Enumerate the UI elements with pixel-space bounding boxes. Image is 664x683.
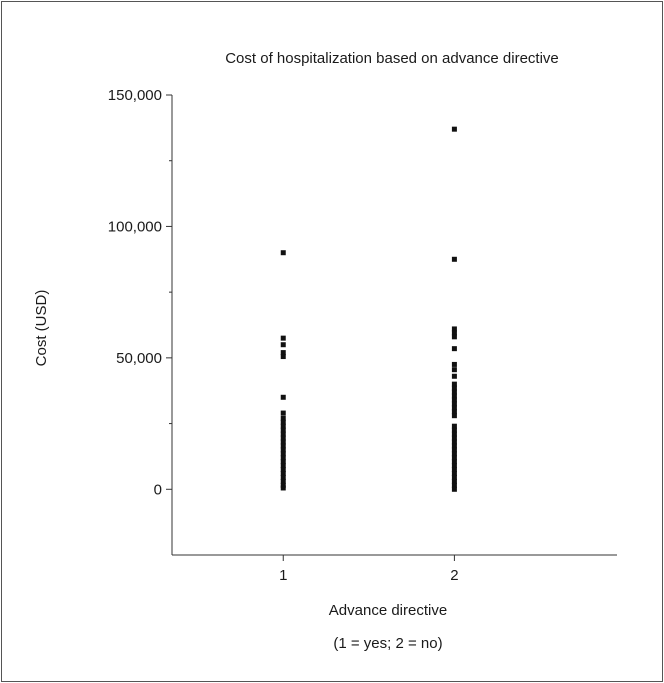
y-axis-label: Cost (USD) (33, 290, 50, 367)
data-point (451, 471, 457, 477)
data-point (451, 330, 457, 336)
x-axis-label: Advance directive (329, 602, 447, 619)
data-point (280, 427, 286, 433)
data-point (451, 401, 457, 407)
data-point (451, 435, 457, 441)
data-point (280, 410, 286, 416)
data-points (280, 126, 457, 492)
data-point (280, 459, 286, 465)
data-point (451, 367, 457, 373)
data-point (280, 431, 286, 437)
data-point (280, 435, 286, 441)
data-point (451, 389, 457, 395)
data-point (280, 482, 286, 488)
data-point (451, 427, 457, 433)
data-point (451, 478, 457, 484)
data-point (451, 455, 457, 461)
data-point (451, 334, 457, 340)
data-point (451, 256, 457, 262)
data-point (451, 413, 457, 419)
chart-title: Cost of hospitalization based on advance… (225, 50, 559, 67)
data-point (280, 335, 286, 341)
y-tick-label: 0 (154, 481, 162, 498)
y-axis: 0 50,000 100,000 150,000 (108, 87, 173, 555)
data-point (280, 474, 286, 480)
data-point (451, 451, 457, 457)
data-point (451, 381, 457, 387)
data-point (280, 485, 286, 491)
data-point (280, 447, 286, 453)
y-tick-label: 100,000 (108, 218, 162, 235)
data-point (280, 471, 286, 477)
data-point (280, 478, 286, 484)
y-tick-label: 150,000 (108, 87, 162, 104)
data-point (451, 463, 457, 469)
data-point (280, 419, 286, 425)
data-point (280, 423, 286, 429)
data-point (451, 397, 457, 403)
data-point (280, 342, 286, 348)
data-point (280, 455, 286, 461)
data-point (451, 486, 457, 492)
data-point (280, 451, 286, 457)
data-point (451, 423, 457, 429)
y-tick-label: 50,000 (116, 350, 162, 367)
data-point (451, 439, 457, 445)
data-point (280, 350, 286, 356)
data-point (451, 459, 457, 465)
data-point (280, 394, 286, 400)
data-point (451, 405, 457, 411)
data-point (451, 346, 457, 352)
data-point (451, 474, 457, 480)
data-point (451, 431, 457, 437)
data-point (451, 326, 457, 332)
data-point (451, 385, 457, 391)
data-point (451, 482, 457, 488)
data-point (280, 463, 286, 469)
data-point (451, 393, 457, 399)
data-point (451, 447, 457, 453)
data-point (280, 250, 286, 256)
data-point (451, 467, 457, 473)
data-point (451, 373, 457, 379)
data-point (280, 415, 286, 421)
data-point (451, 409, 457, 415)
data-point (280, 439, 286, 445)
x-tick-label: 2 (450, 567, 458, 584)
data-point (451, 361, 457, 367)
data-point (451, 443, 457, 449)
x-tick-label: 1 (279, 567, 287, 584)
data-point (280, 354, 286, 360)
data-point (451, 126, 457, 132)
data-point (280, 467, 286, 473)
data-point (280, 443, 286, 449)
x-axis-label-note: (1 = yes; 2 = no) (333, 635, 442, 652)
